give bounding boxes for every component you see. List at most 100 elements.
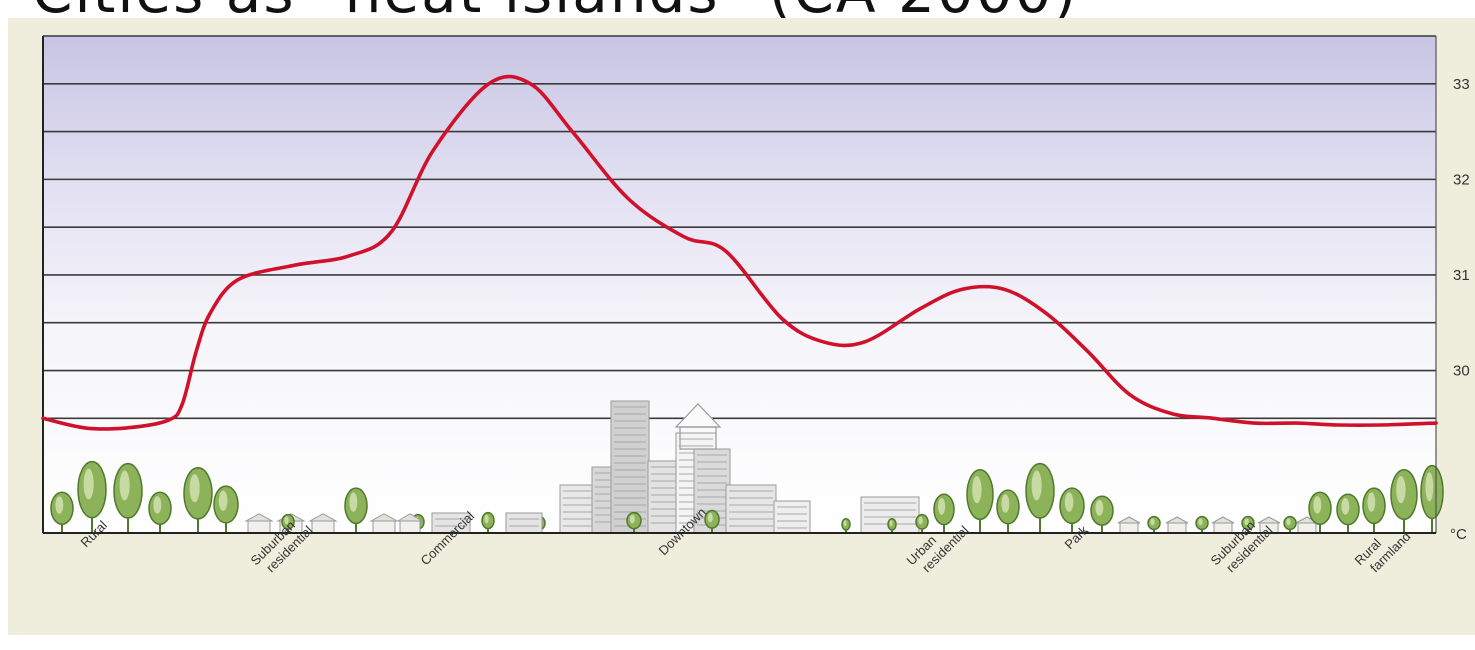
temperature-curve [41,74,1438,431]
chart-panel: 30 31 32 33 °C Rural Suburbanresidential Comme… [8,18,1475,635]
grid-lines [43,35,1436,420]
title-strip: Cities as "heat islands" (CA 2000) [0,0,1475,18]
tree-highlight [83,468,94,500]
axes [42,36,1437,534]
house-icon [1211,516,1235,534]
house-roof [396,513,424,522]
house-roof [244,513,274,522]
tree-highlight [629,514,635,524]
tree-highlight [938,498,946,515]
house-icon [308,513,338,534]
building-icon [725,484,777,534]
building-icon [559,484,597,534]
house-body [1167,522,1187,534]
tree-icon [148,491,172,533]
tree-highlight [972,475,982,504]
house-roof [1257,516,1281,524]
tree-highlight [918,516,923,525]
plot-background [43,36,1436,533]
y-unit-label: °C [1450,526,1467,543]
house-body [311,520,335,534]
y-tick-label: 33 [1453,76,1470,93]
tree-highlight [1031,470,1042,501]
tree-highlight [1198,518,1203,526]
tree-highlight [1064,492,1074,512]
tree-icon [1241,515,1255,533]
building-body [505,512,543,534]
tree-highlight [119,470,130,501]
tree-icon [915,513,929,533]
tree-icon [213,485,239,533]
building-icon [773,500,811,534]
tree-icon [50,491,74,533]
chart-title: Cities as "heat islands" (CA 2000) [32,0,1078,18]
tree-highlight [1341,498,1350,515]
house-icon [369,513,399,534]
tree-highlight [1001,494,1010,513]
tree-icon [1195,515,1209,533]
house-body [247,520,271,534]
tree-icon [626,511,642,533]
tree-highlight [284,516,289,525]
tree-highlight [889,520,893,527]
tree-icon [1147,515,1161,533]
tree-highlight [707,512,713,523]
tree-highlight [1286,518,1291,526]
building-icon [505,512,543,534]
building-body [725,484,777,534]
tree-highlight [1313,496,1322,514]
tree-icon [481,511,495,533]
tower-dome-icon [674,403,722,450]
building-body [559,484,597,534]
landscape-illustration [50,400,1444,534]
tree-icon [996,489,1020,533]
house-body [399,520,421,534]
tree-icon [1390,469,1418,533]
house-icon [396,513,424,534]
tree-icon [704,509,720,533]
tree-highlight [843,520,847,527]
tree-highlight [153,496,162,514]
house-roof [308,513,338,522]
house-roof [1165,516,1189,524]
tree-highlight [1244,518,1249,526]
tree-icon [77,460,107,533]
house-body [372,520,396,534]
tree-icon [1308,491,1332,533]
tree-icon [1362,487,1386,533]
house-roof [369,513,399,522]
tree-highlight [484,514,489,524]
temperature-series [41,74,1438,431]
tree-highlight [189,474,200,503]
tree-icon [1420,464,1444,533]
tree-icon [933,493,955,533]
tree-highlight [1425,472,1434,502]
house-roof [1211,516,1235,524]
tree-highlight [1367,492,1376,512]
tree-icon [1090,495,1114,533]
tree-highlight [1396,475,1406,504]
house-body [1297,522,1317,534]
tree-highlight [1095,499,1104,516]
tree-highlight [218,490,228,511]
y-tick-label: 31 [1453,267,1470,284]
house-icon [1165,516,1189,534]
y-tick-label: 32 [1453,171,1470,188]
tree-highlight [55,496,64,514]
dome-frame [679,426,717,450]
tree-icon [183,466,213,533]
tree-icon [113,462,143,533]
tree-icon [281,513,295,533]
tree-highlight [1150,518,1155,526]
y-tick-label: 30 [1453,363,1470,380]
y-tick-labels: 30 31 32 33 °C [1450,76,1470,543]
tree-icon [1336,493,1360,533]
tree-icon [1025,462,1055,533]
house-body [1213,522,1233,534]
house-roof [1117,516,1141,524]
tree-highlight [349,492,358,512]
house-body [1119,522,1139,534]
tree-icon [966,469,994,533]
tree-icon [344,487,368,533]
